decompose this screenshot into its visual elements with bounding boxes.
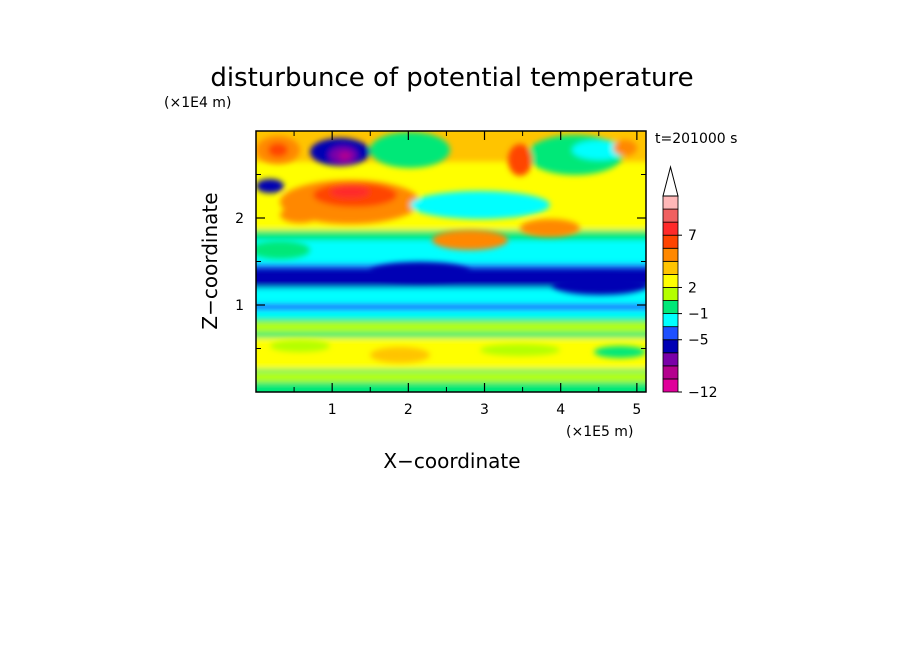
layer-blue-thin [256,304,646,310]
contour-field [256,131,646,392]
colorbar-label: −1 [688,307,709,323]
colorbar-swatch [662,326,679,341]
blob-top-right-orange [613,140,637,156]
field-blobs [256,132,646,363]
blob-plume-core [330,186,370,198]
x-tick-label: 3 [480,402,489,418]
blob-lower-green-right [594,346,646,358]
x-axis-label: X−coordinate [383,449,520,473]
x-scale-label: (×1E5 m) [566,424,633,440]
colorbar-swatch [662,273,679,288]
x-tick-label: 5 [632,402,641,418]
colorbar-swatch [662,208,679,223]
colorbar-swatch [662,378,679,393]
x-tick-label: 4 [556,402,565,418]
field-layers [256,131,646,392]
blob-top-green [370,132,450,168]
colorbar-swatch [662,247,679,262]
blob-top-magenta [339,152,351,160]
colorbar-label: −12 [688,385,718,401]
blob-mid-orange [432,230,508,250]
x-tick-label: 2 [404,402,413,418]
colorbar-swatch [662,287,679,301]
colorbar: 7 2 −1 −5 −12 [662,165,718,401]
time-label: t=201000 s [655,131,737,147]
y-scale-label: (×1E4 m) [164,95,231,111]
colorbar-label: 2 [688,280,697,296]
colorbar-swatch [662,221,679,236]
layer-lime-mid [256,322,646,332]
blob-mid-red [508,144,532,176]
blob-mid-cyan [410,191,550,219]
colorbar-label: 7 [688,228,697,244]
colorbar-swatch [662,195,679,210]
blob-right-navy-lower [552,275,646,295]
y-axis-label: Z−coordinate [198,192,222,329]
colorbar-swatch [662,365,679,380]
blob-lower-green-left [270,340,330,352]
colorbar-label: −5 [688,333,709,349]
blob-center-navy [370,262,470,282]
colorbar-extension-arrow [662,165,679,197]
layer-cyan-b [256,284,646,304]
x-ticks: 1 2 3 4 5 [293,131,641,418]
colorbar-swatch [662,260,679,275]
blob-warm-top-left-core [268,143,288,157]
blob-lower-green [480,344,560,356]
blob-orange-left [280,207,320,223]
blob-left-navy [256,179,284,193]
colorbar-swatch [662,300,679,314]
blob-left-cyan [256,241,310,259]
chart-title: disturbunce of potential temperature [210,63,693,93]
colorbar-swatch [662,313,679,328]
y-tick-label: 1 [235,298,244,314]
layer-bottom-lime [256,372,646,382]
colorbar-swatch [662,352,679,367]
colorbar-swatch [662,339,679,354]
y-tick-label: 2 [235,211,244,227]
layer-warm-lower [256,335,646,369]
colorbar-swatch [662,234,679,249]
blob-right-orange [520,219,580,237]
x-tick-label: 1 [328,402,337,418]
blob-lower-orange [370,347,430,363]
y-ticks: 12 [235,174,646,349]
